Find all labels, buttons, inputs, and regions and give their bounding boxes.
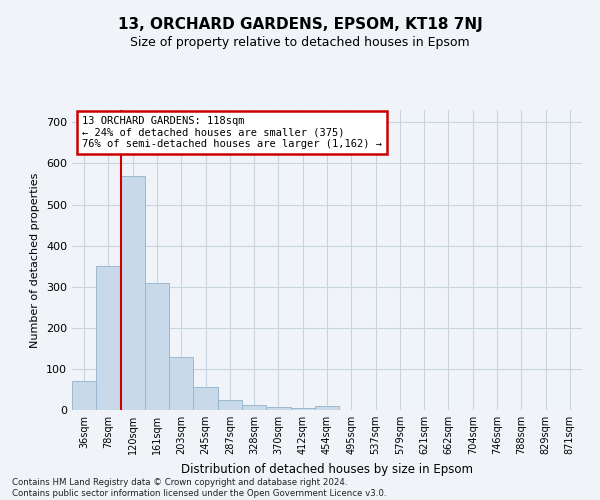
Bar [193, 386, 218, 410]
Text: 13, ORCHARD GARDENS, EPSOM, KT18 7NJ: 13, ORCHARD GARDENS, EPSOM, KT18 7NJ [118, 18, 482, 32]
Text: 13 ORCHARD GARDENS: 118sqm
← 24% of detached houses are smaller (375)
76% of sem: 13 ORCHARD GARDENS: 118sqm ← 24% of deta… [82, 116, 382, 149]
Bar [145, 282, 169, 410]
Text: Contains HM Land Registry data © Crown copyright and database right 2024.
Contai: Contains HM Land Registry data © Crown c… [12, 478, 386, 498]
X-axis label: Distribution of detached houses by size in Epsom: Distribution of detached houses by size … [181, 462, 473, 475]
Bar [218, 400, 242, 410]
Bar [121, 176, 145, 410]
Bar [266, 407, 290, 410]
Bar [72, 381, 96, 410]
Bar [169, 358, 193, 410]
Bar [242, 404, 266, 410]
Bar [290, 408, 315, 410]
Bar [96, 266, 121, 410]
Y-axis label: Number of detached properties: Number of detached properties [31, 172, 40, 348]
Bar [315, 406, 339, 410]
Text: Size of property relative to detached houses in Epsom: Size of property relative to detached ho… [130, 36, 470, 49]
